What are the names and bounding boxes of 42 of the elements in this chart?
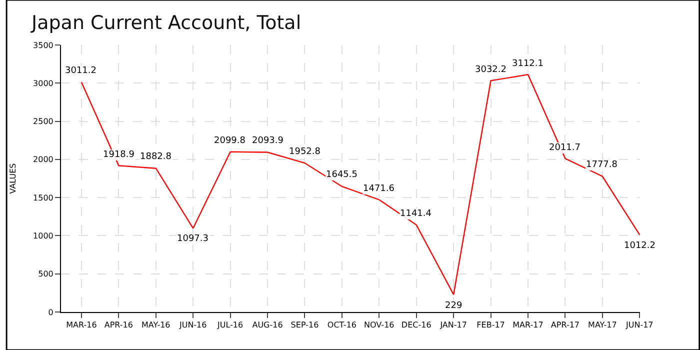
data-label: 1645.5 — [326, 170, 358, 180]
x-tick-label: APR-16 — [104, 320, 133, 330]
x-tick-label: MAR-16 — [66, 320, 97, 330]
x-tick-label: JAN-17 — [439, 320, 467, 330]
data-label: 229 — [445, 301, 462, 311]
data-label: 2099.8 — [214, 136, 246, 146]
x-tick-label: JUL-16 — [216, 320, 244, 330]
y-tick-label: 2500 — [33, 117, 54, 126]
y-tick-label: 3500 — [33, 40, 54, 50]
x-tick-label: MAR-17 — [512, 320, 544, 330]
x-tick-label: MAY-17 — [588, 320, 617, 330]
y-tick-label: 0 — [48, 308, 54, 317]
y-tick-label: 2000 — [33, 155, 54, 164]
data-label: 3032.2 — [475, 65, 506, 75]
data-label: 1097.3 — [177, 234, 208, 244]
y-axis-title: VALUES — [8, 163, 18, 194]
data-label: 1777.8 — [586, 160, 618, 170]
data-label: 1918.9 — [103, 150, 135, 160]
x-tick-label: AUG-16 — [252, 320, 283, 330]
data-label: 1471.6 — [363, 184, 395, 194]
data-label: 1141.4 — [400, 209, 432, 219]
y-tick-label: 500 — [38, 270, 54, 279]
x-tick-label: JUN-17 — [624, 320, 654, 330]
data-label: 2011.7 — [549, 143, 580, 153]
x-tick-label: FEB-17 — [476, 320, 505, 330]
x-tick-label: MAY-16 — [142, 320, 170, 330]
data-label: 3112.1 — [512, 59, 544, 69]
x-tick-label: DEC-16 — [401, 320, 432, 330]
data-label: 1882.8 — [140, 152, 172, 162]
x-tick-label: APR-17 — [550, 320, 580, 330]
chart-title: Japan Current Account, Total — [30, 12, 302, 34]
y-tick-label: 1000 — [33, 232, 54, 241]
data-label: 3011.2 — [65, 66, 96, 76]
data-label: 1012.2 — [624, 241, 656, 251]
x-tick-label: NOV-16 — [364, 320, 394, 330]
y-tick-label: 1500 — [33, 193, 54, 202]
y-tick-label: 3000 — [33, 78, 54, 88]
x-tick-label: SEP-16 — [290, 320, 319, 330]
data-label: 2093.9 — [252, 136, 284, 146]
x-tick-label: JUN-16 — [178, 320, 207, 330]
x-tick-label: OCT-16 — [327, 320, 356, 330]
data-label: 1952.8 — [289, 147, 321, 157]
